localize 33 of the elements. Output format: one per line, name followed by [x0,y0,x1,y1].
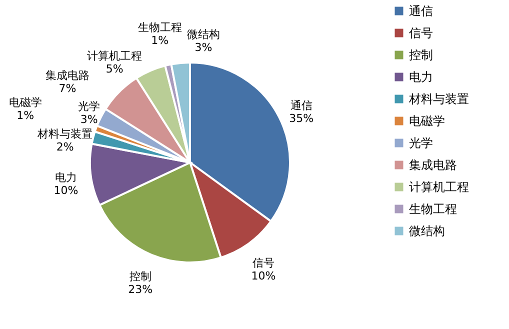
legend-label: 电磁学 [409,114,445,128]
data-label: 1% [151,34,169,47]
data-label: 3% [194,41,212,54]
legend-label: 光学 [409,136,433,150]
category-label: 电磁学 [8,96,42,110]
slice-label: 计算机工程 [87,50,142,63]
legend-label: 电力 [409,70,433,84]
data-label: 3% [80,113,98,126]
legend-label: 信号 [409,26,433,40]
data-label: 7% [58,82,76,95]
data-label: 23% [128,283,153,296]
data-label: 10% [54,184,78,198]
data-label: 1% [16,109,34,122]
legend-label: 材料与装置 [408,92,469,106]
legend-label: 通信 [409,4,433,18]
slice-label: 通信 [290,98,312,112]
slice-label: 生物工程 [138,20,182,34]
data-label: 35% [289,112,314,125]
slice-label: 光学 [78,100,100,114]
slice-label: 电力 [54,171,77,184]
slice-label: 控制 [129,270,152,284]
legend-label: 控制 [409,48,433,62]
legend-label: 集成电路 [409,158,457,172]
slice-label: 信号 [252,256,274,270]
slice-label: 微结构 [187,28,220,42]
legend-label: 微结构 [409,224,445,238]
slice-label: 集成电路 [46,68,90,82]
legend-label: 计算机工程 [409,180,469,194]
data-label: 10% [251,270,276,283]
slice-label: 材料与装置 [36,127,93,140]
data-label: 2% [56,140,74,154]
data-label: 5% [106,62,124,76]
legend-label: 生物工程 [409,202,457,216]
